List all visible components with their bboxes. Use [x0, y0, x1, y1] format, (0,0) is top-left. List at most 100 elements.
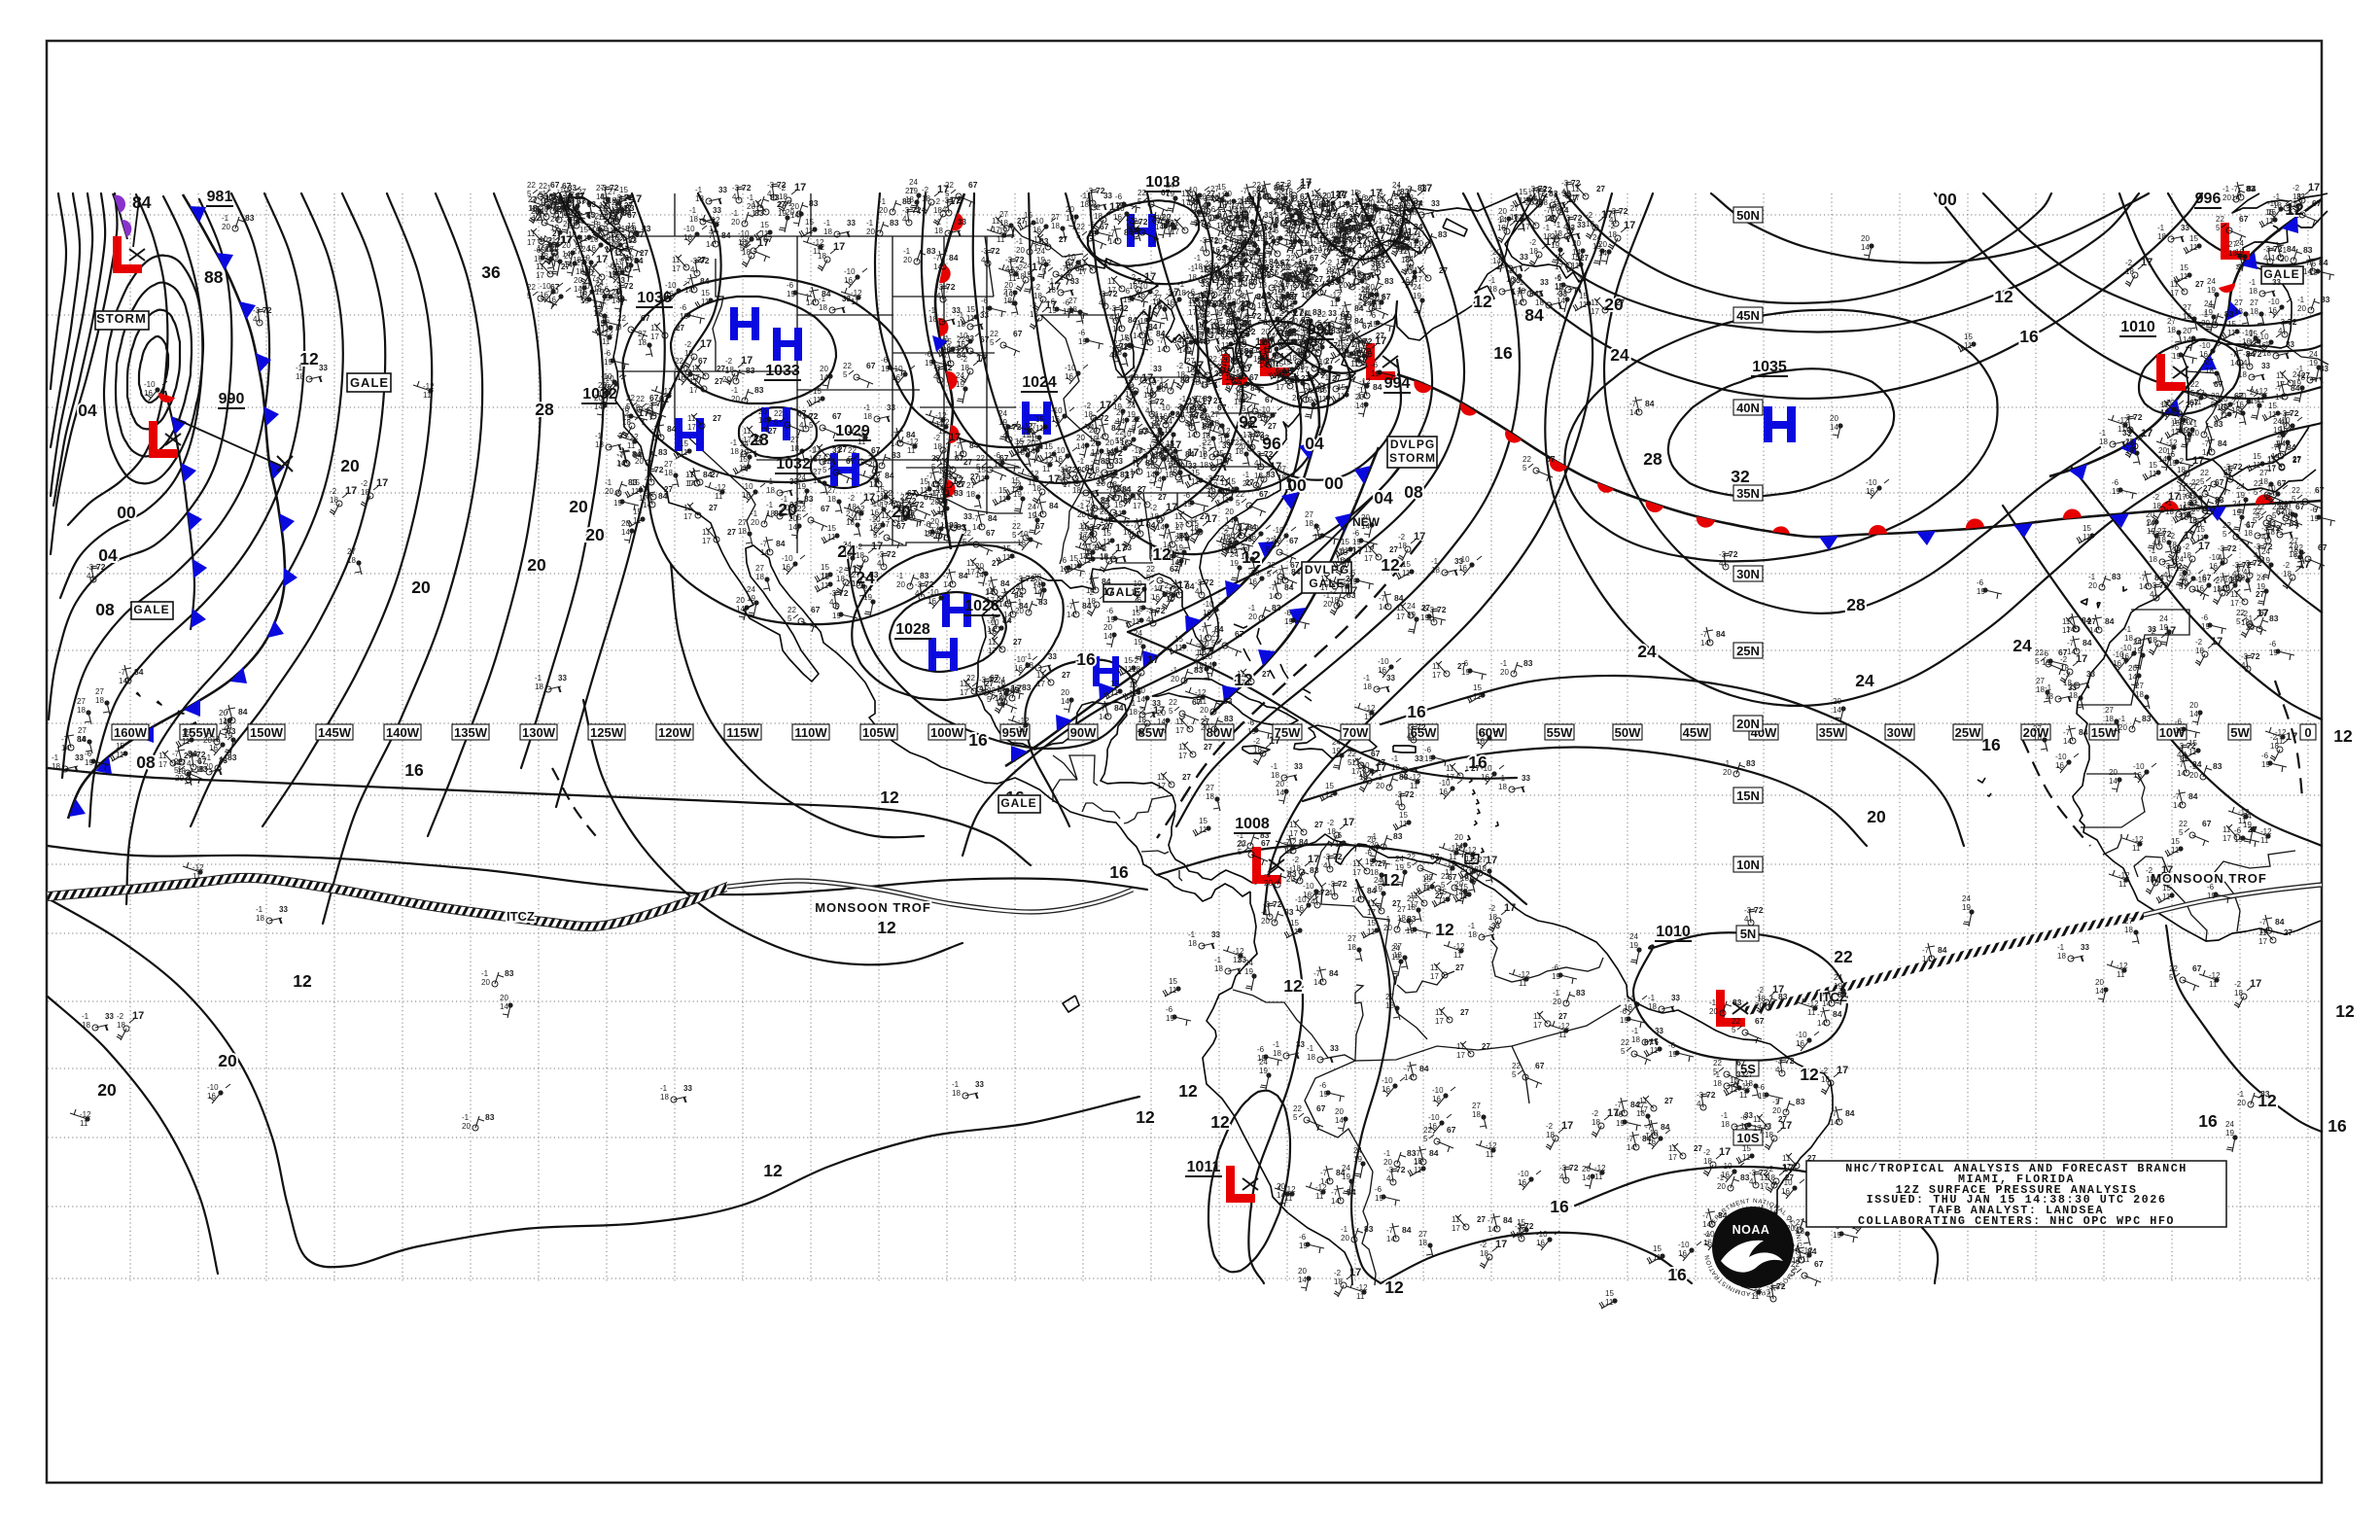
svg-text:12: 12	[1800, 1065, 1819, 1084]
svg-text:20: 20	[585, 525, 605, 544]
svg-text:25N: 25N	[1736, 644, 1760, 658]
svg-text:04: 04	[98, 545, 118, 565]
svg-text:12: 12	[763, 1161, 783, 1180]
svg-text:12: 12	[1178, 1081, 1198, 1101]
svg-text:04: 04	[1374, 488, 1393, 508]
svg-text:20: 20	[569, 497, 588, 516]
svg-text:20: 20	[1867, 807, 1886, 826]
svg-text:00: 00	[1287, 475, 1307, 495]
svg-text:04: 04	[78, 401, 97, 420]
svg-text:24: 24	[1637, 642, 1657, 661]
svg-text:MONSOON TROF: MONSOON TROF	[2151, 871, 2267, 886]
svg-text:20: 20	[340, 456, 360, 475]
svg-text:16: 16	[968, 730, 988, 750]
svg-text:16: 16	[2019, 327, 2039, 346]
svg-text:ITCZ: ITCZ	[507, 909, 535, 924]
svg-text:12: 12	[1800, 1065, 1819, 1084]
svg-text:12: 12	[1384, 1278, 1404, 1297]
svg-text:45W: 45W	[1683, 725, 1709, 740]
svg-text:NOAA: NOAA	[1732, 1223, 1770, 1237]
svg-text:00: 00	[1938, 190, 1957, 209]
svg-text:12: 12	[1435, 920, 1454, 939]
svg-text:16: 16	[1493, 343, 1513, 363]
svg-text:996: 996	[2195, 191, 2222, 207]
svg-text:12: 12	[880, 788, 899, 807]
svg-text:16: 16	[2198, 1111, 2218, 1131]
svg-text:20: 20	[411, 578, 431, 597]
svg-text:28: 28	[535, 400, 554, 419]
svg-text:16: 16	[1981, 735, 2001, 754]
svg-text:15W: 15W	[2091, 725, 2118, 740]
svg-text:12: 12	[1178, 1081, 1198, 1101]
svg-text:16: 16	[404, 760, 424, 780]
svg-text:00: 00	[1938, 190, 1957, 209]
svg-text:16: 16	[1076, 649, 1096, 669]
svg-text:20: 20	[411, 578, 431, 597]
svg-text:16: 16	[1109, 862, 1129, 882]
svg-text:32: 32	[1731, 467, 1750, 486]
svg-text:16: 16	[1550, 1197, 1569, 1216]
svg-text:1028: 1028	[895, 621, 930, 638]
svg-text:20: 20	[218, 1051, 237, 1070]
svg-text:24: 24	[2012, 636, 2032, 655]
svg-text:12: 12	[293, 971, 312, 991]
svg-text:1036: 1036	[637, 290, 672, 306]
svg-text:24: 24	[1855, 671, 1874, 690]
svg-text:GALE: GALE	[2263, 267, 2299, 281]
svg-text:16: 16	[968, 730, 988, 750]
svg-text:28: 28	[1643, 449, 1662, 469]
svg-text:12: 12	[763, 1161, 783, 1180]
svg-text:20: 20	[527, 555, 546, 575]
svg-text:16: 16	[1407, 702, 1426, 721]
svg-text:90W: 90W	[1070, 725, 1097, 740]
svg-text:16: 16	[2328, 1116, 2347, 1136]
svg-text:5W: 5W	[2230, 725, 2250, 740]
svg-text:NHC/TROPICAL ANALYSIS AND FORE: NHC/TROPICAL ANALYSIS AND FORECAST BRANC…	[1845, 1162, 2188, 1175]
svg-text:12: 12	[2333, 726, 2353, 746]
svg-text:30N: 30N	[1736, 567, 1760, 581]
svg-text:12: 12	[1283, 976, 1303, 996]
svg-text:160W: 160W	[114, 725, 148, 740]
svg-text:20: 20	[1867, 807, 1886, 826]
svg-text:00: 00	[117, 503, 136, 522]
svg-text:24: 24	[2012, 636, 2032, 655]
svg-text:MONSOON TROF: MONSOON TROF	[815, 900, 931, 915]
svg-text:990: 990	[219, 391, 245, 407]
svg-text:12: 12	[877, 918, 896, 937]
svg-text:84: 84	[132, 192, 152, 212]
svg-text:5N: 5N	[1740, 927, 1757, 941]
svg-text:28: 28	[535, 400, 554, 419]
svg-text:22: 22	[1834, 947, 1853, 966]
svg-text:16: 16	[1550, 1197, 1569, 1216]
svg-text:10S: 10S	[1736, 1131, 1759, 1145]
svg-text:TAFB ANALYST: LANDSEA: TAFB ANALYST: LANDSEA	[1929, 1204, 2104, 1217]
svg-text:04: 04	[78, 401, 97, 420]
svg-text:08: 08	[136, 752, 156, 772]
svg-text:12: 12	[293, 971, 312, 991]
svg-text:20: 20	[585, 525, 605, 544]
svg-text:08: 08	[1404, 482, 1423, 502]
svg-text:55W: 55W	[1547, 725, 1573, 740]
svg-text:12: 12	[2333, 726, 2353, 746]
svg-text:75W: 75W	[1275, 725, 1301, 740]
svg-text:12: 12	[2335, 1001, 2355, 1021]
svg-text:1011: 1011	[1187, 1159, 1221, 1175]
svg-text:MIAMI, FLORIDA: MIAMI, FLORIDA	[1958, 1172, 2075, 1186]
svg-text:STORM: STORM	[96, 311, 147, 326]
svg-text:50W: 50W	[1615, 725, 1641, 740]
svg-text:12: 12	[877, 918, 896, 937]
svg-text:20: 20	[569, 497, 588, 516]
svg-text:70W: 70W	[1343, 725, 1369, 740]
svg-text:30W: 30W	[1887, 725, 1913, 740]
svg-text:12: 12	[1210, 1112, 1230, 1132]
svg-text:24: 24	[1855, 671, 1874, 690]
svg-text:36: 36	[481, 262, 501, 282]
svg-text:16: 16	[1407, 702, 1426, 721]
svg-text:16: 16	[2019, 327, 2039, 346]
svg-text:45N: 45N	[1736, 308, 1760, 323]
svg-text:16: 16	[2198, 1111, 2218, 1131]
svg-text:12: 12	[1381, 870, 1400, 890]
svg-text:1010: 1010	[1656, 924, 1691, 940]
svg-text:16: 16	[2328, 1116, 2347, 1136]
svg-text:GALE: GALE	[133, 603, 169, 616]
